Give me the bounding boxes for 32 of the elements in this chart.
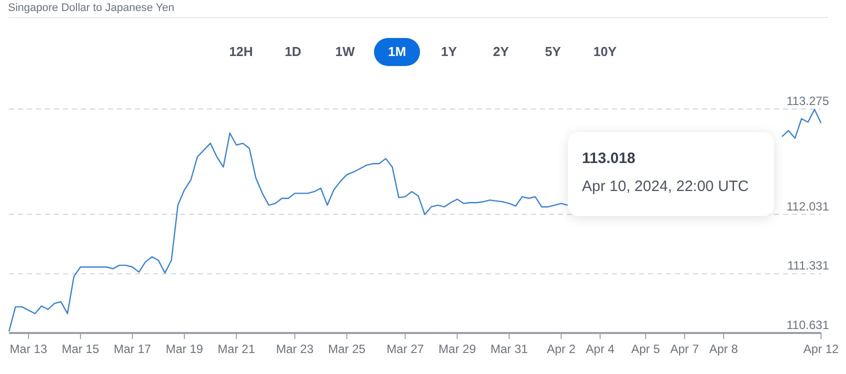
x-tick-label: Mar 21: [218, 342, 256, 356]
annotation: Apr 10, 2024, 22:00 UTC: [582, 178, 749, 195]
text: 1M: [374, 38, 420, 66]
text: 1W: [334, 43, 356, 61]
tooltip-card: 113.018 Apr 10, 2024, 22:00 UTC: [568, 132, 774, 216]
text: 1Y: [440, 43, 458, 61]
x-tick-label: Mar 17: [114, 342, 152, 356]
chart-title: Singapore Dollar to Japanese Yen: [8, 2, 174, 14]
text: 10Y: [592, 43, 618, 61]
x-tick-label: Apr 4: [586, 342, 615, 356]
y-tick-label: 111.331: [787, 258, 830, 273]
x-tick-label: Mar 19: [166, 342, 204, 356]
x-tick-label: Apr 12: [803, 342, 839, 356]
y-tick-label: 112.031: [786, 199, 830, 214]
x-tick-label: Mar 31: [490, 342, 528, 356]
x-tick-label: Mar 15: [62, 342, 100, 356]
x-tick-label: Mar 29: [438, 342, 476, 356]
y-tick-label: 110.631: [786, 318, 830, 332]
x-tick-label: Mar 23: [276, 342, 314, 356]
x-tick-label: Apr 5: [631, 342, 660, 356]
x-tick-label: Apr 2: [546, 342, 576, 356]
x-tick-label: Mar 13: [10, 342, 48, 356]
text: 5Y: [544, 43, 562, 61]
x-tick-label: Mar 27: [386, 342, 424, 356]
text: 1D: [284, 43, 302, 61]
text: 2Y: [492, 43, 510, 61]
x-tick-label: Apr 7: [670, 342, 700, 356]
annotation: 113.018: [582, 150, 636, 167]
x-tick-label: Mar 25: [328, 342, 366, 356]
x-tick-label: Apr 8: [709, 342, 738, 356]
y-tick-label: 113.275: [786, 94, 830, 108]
text: 12H: [228, 43, 254, 61]
